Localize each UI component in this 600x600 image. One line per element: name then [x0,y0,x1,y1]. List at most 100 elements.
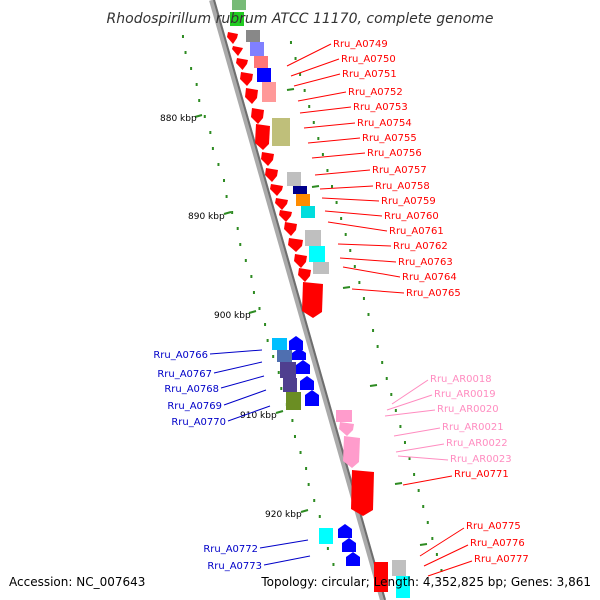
gene-label[interactable]: Rru_A0777 [474,554,529,565]
gene-label[interactable]: Rru_AR0021 [442,422,504,433]
gene-label[interactable]: Rru_A0776 [470,538,525,549]
guide-dot [305,467,308,470]
gene-arrow [232,46,243,56]
gene-label[interactable]: Rru_A0759 [381,196,436,207]
gene-leader-line [419,527,465,557]
gene-label[interactable]: Rru_AR0023 [450,454,512,465]
ruler-dash [286,88,295,91]
tick-label: 900 kbp [214,311,251,321]
topology-text: Topology: circular; Length: 4,352,825 bp… [260,575,591,589]
guide-dot [326,169,329,172]
gene-label[interactable]: Rru_A0770 [171,417,226,428]
guide-dot [385,377,388,380]
guide-dot [264,323,267,326]
gene-arrow [284,222,297,236]
guide-dot [252,291,255,294]
gene-leader-line [351,288,405,294]
gene-leader-line [327,221,388,232]
guide-dot [244,259,247,262]
gene-label[interactable]: Rru_A0755 [362,133,417,144]
gene-label[interactable]: Rru_A0766 [153,350,208,361]
gene-block [280,362,296,378]
gene-arrow [351,470,374,516]
gene-label[interactable]: Rru_A0773 [207,561,262,572]
gene-block [286,392,301,410]
guide-dot [239,243,242,246]
gene-block [336,410,352,422]
guide-dot [399,425,402,428]
gene-leader-line [342,266,401,278]
gene-label[interactable]: Rru_A0751 [342,69,397,80]
map-title: Rhodospirillum rubrum ATCC 11170, comple… [107,11,494,27]
gene-label[interactable]: Rru_A0756 [367,148,422,159]
gene-leader-line [213,361,263,374]
gene-label[interactable]: Rru_A0775 [466,521,521,532]
gene-leader-line [299,106,352,114]
gene-label[interactable]: Rru_AR0022 [446,438,508,449]
gene-arrow [296,360,310,374]
gene-leader-line [337,243,392,247]
guide-dot [209,131,212,134]
gene-arrow [265,168,278,182]
gene-arrow [227,32,238,44]
gene-arrow [251,108,264,124]
gene-arrow [236,58,248,70]
guide-dot [362,297,365,300]
gene-leader-line [286,43,332,67]
gene-leader-line [395,443,445,453]
gene-label[interactable]: Rru_A0772 [203,544,258,555]
ruler-dash [419,543,428,546]
gene-label[interactable]: Rru_AR0018 [430,374,492,385]
ruler-dash [342,286,351,289]
guide-dot [299,73,302,76]
guide-dot [280,387,283,390]
guide-dot [358,281,361,284]
gene-leader-line [259,539,309,549]
guide-dot [426,521,429,524]
gene-label[interactable]: Rru_A0758 [375,181,430,192]
gene-block [262,82,276,102]
gene-label[interactable]: Rru_A0762 [393,241,448,252]
gene-arrow [342,538,356,552]
gene-label[interactable]: Rru_A0769 [167,401,222,412]
guide-dot [190,67,193,70]
guide-dot [289,41,292,44]
gene-block [396,576,410,598]
gene-leader-line [391,379,429,405]
gene-label[interactable]: Rru_AR0020 [437,404,499,415]
gene-label[interactable]: Rru_A0763 [398,257,453,268]
gene-leader-line [263,555,311,566]
gene-label[interactable]: Rru_A0754 [357,118,412,129]
gene-label[interactable]: Rru_A0771 [454,469,509,480]
gene-leader-line [314,169,371,176]
guide-dot [231,211,234,214]
guide-dot [203,115,206,118]
gene-leader-line [223,389,267,406]
gene-label[interactable]: Rru_A0764 [402,272,457,283]
gene-label[interactable]: Rru_A0765 [406,288,461,299]
guide-dot [308,105,311,108]
gene-leader-line [220,375,265,389]
gene-label[interactable]: Rru_A0767 [157,369,212,380]
gene-block [272,118,290,146]
guide-dot [291,419,294,422]
guide-dot [344,233,347,236]
gene-label[interactable]: Rru_A0752 [348,87,403,98]
gene-label[interactable]: Rru_A0749 [333,39,388,50]
gene-label[interactable]: Rru_A0753 [353,102,408,113]
feature-layer [227,0,410,598]
gene-label[interactable]: Rru_A0761 [389,226,444,237]
accession-text: Accession: NC_007643 [9,575,145,589]
gene-label[interactable]: Rru_AR0019 [434,389,496,400]
gene-label[interactable]: Rru_A0760 [384,211,439,222]
gene-leader-line [423,544,469,567]
gene-label[interactable]: Rru_A0750 [341,54,396,65]
tick-mark [223,211,232,215]
guide-dot [211,147,214,150]
gene-leader-line [227,405,271,422]
gene-label[interactable]: Rru_A0757 [372,165,427,176]
gene-arrow [294,254,307,268]
gene-arrow [289,336,303,350]
gene-label[interactable]: Rru_A0768 [164,384,219,395]
guide-dot [331,185,334,188]
